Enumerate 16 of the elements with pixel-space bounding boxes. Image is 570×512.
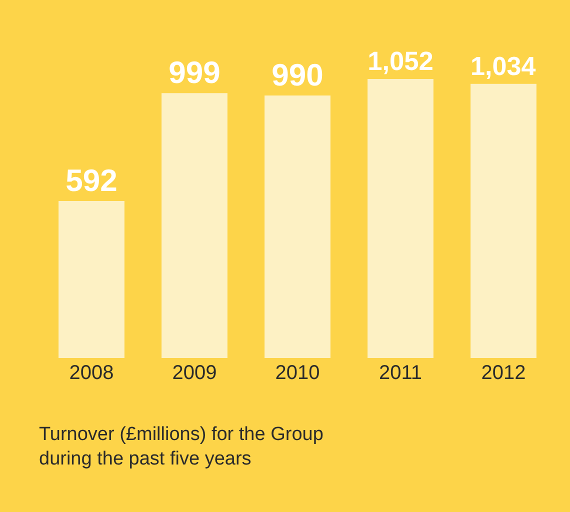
data-label: 1,052 <box>368 46 434 76</box>
x-tick-label: 2010 <box>275 362 320 384</box>
bar <box>264 95 330 358</box>
data-label: 990 <box>272 57 324 92</box>
x-tick-label: 2011 <box>378 362 422 384</box>
data-label: 592 <box>66 163 118 198</box>
x-tick-label: 2009 <box>172 362 217 384</box>
bar <box>58 201 124 358</box>
data-label: 999 <box>168 55 220 90</box>
x-tick-label: 2012 <box>481 362 526 384</box>
bar <box>162 93 228 358</box>
x-tick-label: 2008 <box>69 362 114 384</box>
data-label: 1,034 <box>470 50 536 81</box>
bar <box>470 84 536 358</box>
text: Turnover (£millions) for the Group during the past five years <box>39 424 324 470</box>
bar <box>368 79 434 358</box>
